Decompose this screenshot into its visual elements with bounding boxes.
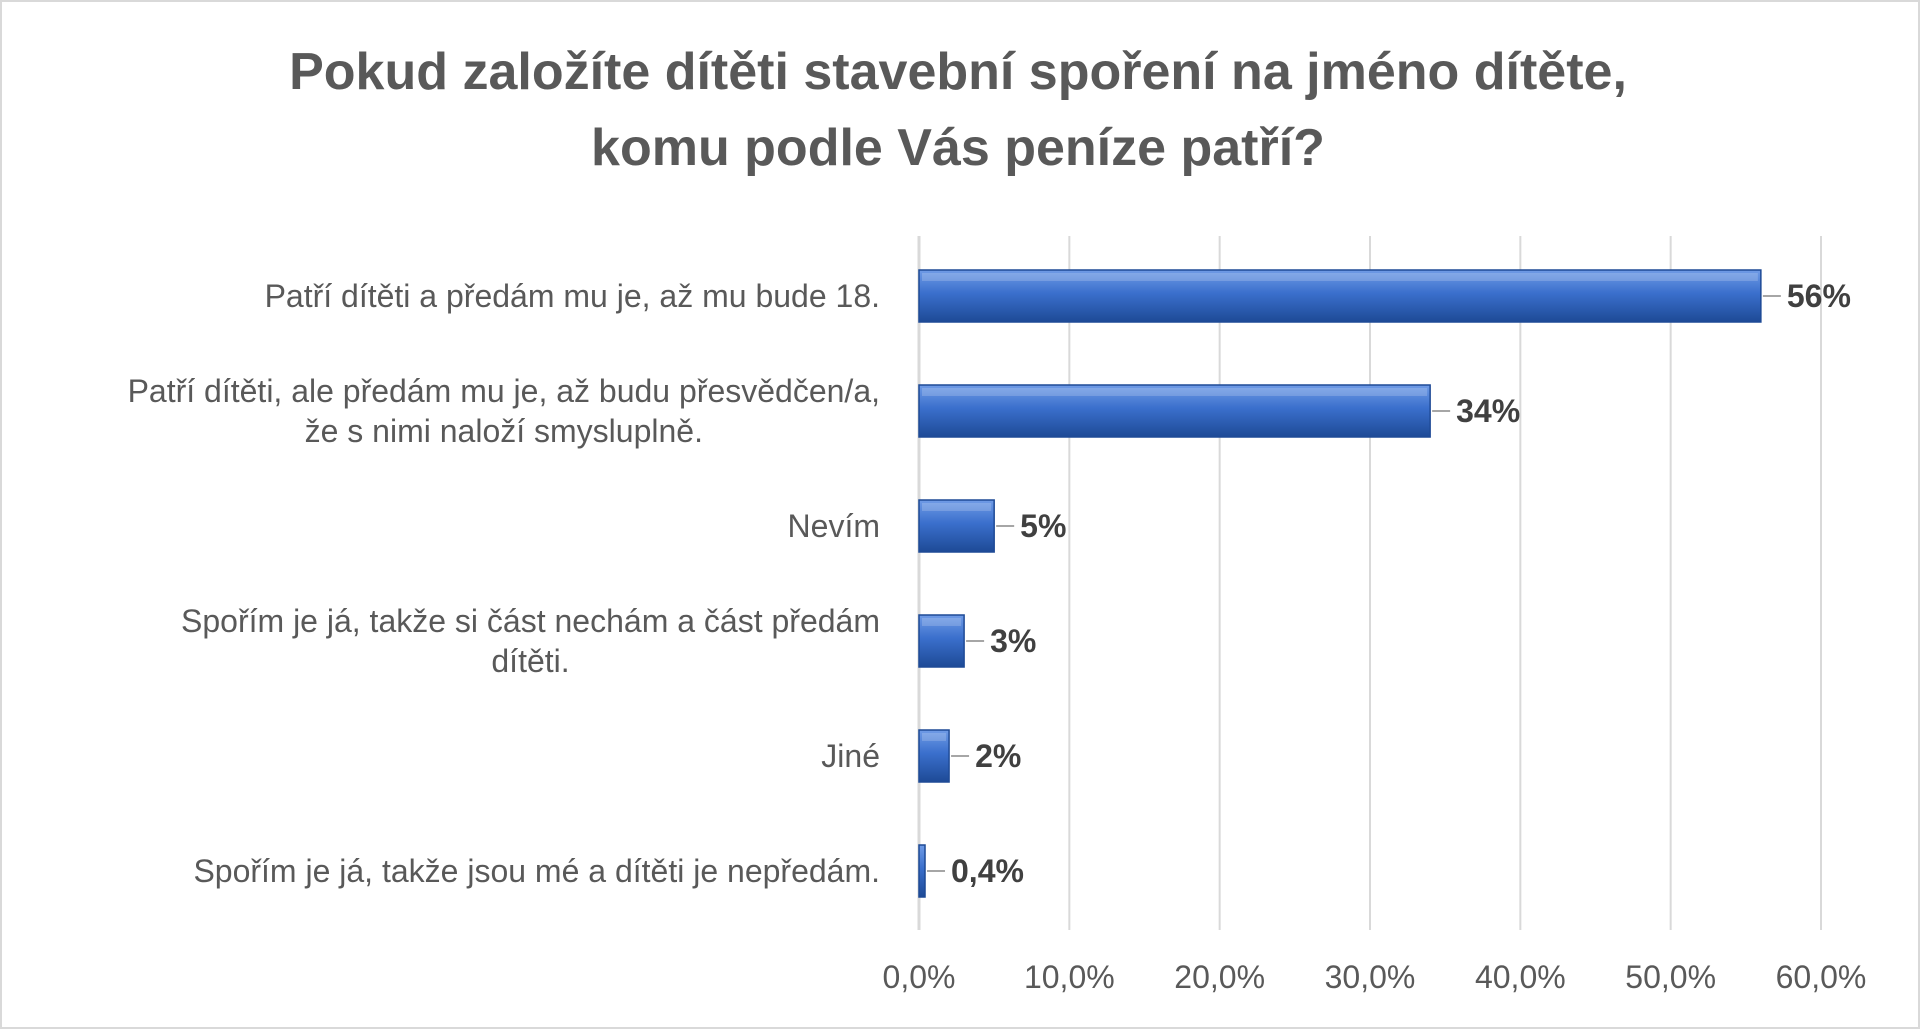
chart-title-line-1: Pokud založíte dítěti stavební spoření n… [289,43,1627,101]
category-label-line: dítěti. [491,643,569,679]
data-label: 0,4% [951,853,1024,889]
chart-title: Pokud založíte dítěti stavební spoření n… [0,34,1916,186]
category-label-line: Patří dítěti a předám mu je, až mu bude … [265,278,880,314]
category-label: Spořím je já, takže jsou mé a dítěti je … [193,853,880,889]
bar-highlight [922,618,962,626]
x-tick-label: 50,0% [1625,959,1716,995]
gridlines [917,236,1822,930]
bar [918,269,1762,323]
category-label: Patří dítěti, ale předám mu je, až budu … [128,373,880,449]
bar-body [918,844,926,898]
category-label-line: že s nimi naloží smysluplně. [305,413,703,449]
data-label: 3% [990,623,1036,659]
x-tick-label: 20,0% [1174,959,1265,995]
x-tick-label: 30,0% [1325,959,1416,995]
data-label: 5% [1020,508,1066,544]
data-label: 2% [975,738,1021,774]
bars [918,269,1762,898]
bar [918,614,965,668]
bar-highlight [922,503,992,511]
x-tick-label: 0,0% [883,959,956,995]
bar [918,844,926,898]
chart-title-line-2: komu podle Vás peníze patří? [591,119,1325,177]
category-label: Spořím je já, takže si část nechám a čás… [181,603,880,679]
category-label-line: Patří dítěti, ale předám mu je, až budu … [128,373,880,409]
bar-highlight [922,388,1428,396]
category-label: Jiné [821,738,880,774]
category-labels: Patří dítěti a předám mu je, až mu bude … [128,278,880,889]
bar-body [918,614,965,668]
bar [918,384,1431,438]
bar [918,729,950,783]
data-label: 56% [1787,278,1851,314]
category-label-line: Nevím [788,508,880,544]
data-label: 34% [1456,393,1520,429]
category-label-line: Jiné [821,738,880,774]
category-label: Patří dítěti a předám mu je, až mu bude … [265,278,880,314]
bar-body [918,269,1762,323]
x-tick-label: 10,0% [1024,959,1115,995]
data-labels: 56% 34% 5% 3% 2% 0,4% [927,278,1851,889]
x-tick-label: 40,0% [1475,959,1566,995]
x-axis-tick-labels: 0,0% 10,0% 20,0% 30,0% 40,0% 50,0% 60,0% [883,959,1867,995]
bar-body [918,729,950,783]
category-label-line: Spořím je já, takže si část nechám a čás… [181,603,880,639]
bar-highlight [922,733,947,741]
category-label-line: Spořím je já, takže jsou mé a dítěti je … [193,853,880,889]
bar-body [918,499,995,553]
bar-body [918,384,1431,438]
bar [918,499,995,553]
x-tick-label: 60,0% [1776,959,1867,995]
bar-highlight [922,273,1758,281]
category-label: Nevím [788,508,880,544]
